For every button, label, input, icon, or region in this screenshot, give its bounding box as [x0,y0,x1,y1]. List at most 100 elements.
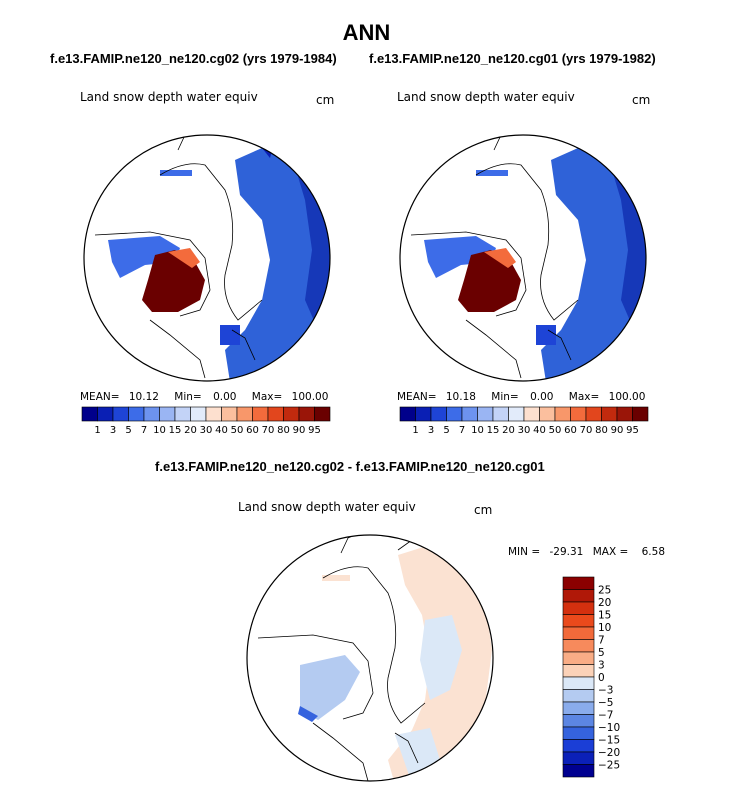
colorbar-tick-label: 80 [595,425,608,436]
map-panel-cg02: Land snow depth water equiv cm MEAN= 10.… [80,90,334,436]
colorbar-box [174,406,191,422]
colorbar-tick-label: 15 [487,425,500,436]
colorbar: 1 3 5 7 10 15 20 30 40 50 60 70 80 90 95 [81,406,331,436]
colorbar-box [112,406,129,422]
colorbar-tick-label: 15 [169,425,182,436]
colorbar-box [562,651,595,665]
colorbar-tick-label: 60 [564,425,577,436]
colorbar-box [159,406,176,422]
colorbar-box [221,406,238,422]
colorbar-tick-label: −5 [598,697,613,709]
colorbar-tick-label: 10 [471,425,484,436]
coastlines [410,135,579,379]
colorbar-box [562,664,595,678]
colorbar-tick-label: 90 [611,425,624,436]
colorbar-tick-label: 5 [125,425,131,436]
colorbar-tick-label: 80 [277,425,290,436]
max-label: Max= [252,391,283,403]
colorbar-box [314,406,331,422]
svg-text:MIN = -29.31 MAX =: MIN = -29.31 MAX = 6.58 [508,546,665,558]
colorbar-tick-label: 1 [412,425,418,436]
colorbar-tick-label: 30 [518,425,531,436]
snow-depth-difference-field [247,535,493,781]
mean-label: MEAN= [397,391,437,403]
svg-text:MEAN= 10.18 Min=: MEAN= 10.18 Min= 0.00 Max= 100.00 [397,391,645,403]
colorbar-tick-label: 60 [246,425,259,436]
mean-label: MEAN= [80,391,120,403]
colorbar-box [477,406,494,422]
colorbar-box [283,406,300,422]
colorbar-tick-label: −25 [598,760,620,772]
min-label: Min= [174,391,201,403]
colorbar-box [562,739,595,753]
coastlines [94,135,263,379]
mean-value: 10.12 [129,391,159,403]
colorbar-tick-label: 1 [94,425,100,436]
colorbar-box [554,406,571,422]
min-value: 0.00 [530,391,553,403]
map-units: cm [474,503,492,517]
colorbar-tick-label: 40 [533,425,546,436]
colorbar-tick-label: 10 [598,622,611,634]
min-label: Min= [491,391,518,403]
map-title: Land snow depth water equiv [238,500,416,514]
colorbar-box [399,406,416,422]
colorbar-tick-label: 3 [110,425,116,436]
map-title: Land snow depth water equiv [397,90,575,104]
coastlines [257,535,426,781]
colorbar-box [562,689,595,703]
case-title-right: f.e13.FAMIP.ne120_ne120.cg01 (yrs 1979-1… [369,51,656,66]
max-label: Max= [569,391,600,403]
map-panel-cg01: Land snow depth water equiv cm MEAN= 10.… [397,90,650,436]
colorbar-tick-label: 70 [580,425,593,436]
colorbar-box [97,406,114,422]
colorbar-box [562,676,595,690]
colorbar-box [236,406,253,422]
colorbar-tick-label: 70 [262,425,275,436]
colorbar-tick-label: −3 [598,685,613,697]
diff-title: f.e13.FAMIP.ne120_ne120.cg02 - f.e13.FAM… [155,459,545,474]
colorbar-box [562,764,595,778]
colorbar-tick-label: 40 [215,425,228,436]
max-value: 6.58 [642,546,665,558]
map-panel-difference: Land snow depth water equiv cm MIN = -29… [238,500,665,782]
colorbar-tick-label: −7 [598,710,613,722]
colorbar: 1 3 5 7 10 15 20 30 40 50 60 70 80 90 95 [399,406,649,436]
colorbar-box [143,406,160,422]
colorbar-tick-label: 50 [231,425,244,436]
colorbar-box [632,406,649,422]
colorbar-box [430,406,447,422]
colorbar-tick-label: 3 [598,660,605,672]
colorbar-box [562,601,595,615]
colorbar-box [252,406,269,422]
colorbar-box [461,406,478,422]
colorbar-box [570,406,587,422]
min-value: -29.31 [550,546,584,558]
colorbar-box [128,406,145,422]
colorbar-box [616,406,633,422]
colorbar-tick-label: 7 [141,425,147,436]
colorbar-tick-label: 20 [184,425,197,436]
max-value: 100.00 [292,391,329,403]
colorbar-box [446,406,463,422]
colorbar-tick-label: −10 [598,722,620,734]
colorbar-tick-label: 25 [598,585,611,597]
colorbar-tick-label: 3 [428,425,434,436]
colorbar-tick-label: 10 [153,425,166,436]
colorbar-box [562,714,595,728]
colorbar-tick-label: 5 [598,647,605,659]
case-title-left: f.e13.FAMIP.ne120_ne120.cg02 (yrs 1979-1… [50,51,337,66]
colorbar-box [267,406,284,422]
colorbar-box [523,406,540,422]
colorbar-tick-label: 7 [459,425,465,436]
colorbar-box [562,701,595,715]
map-units: cm [632,93,650,107]
colorbar-tick-label: 0 [598,672,605,684]
colorbar-box [539,406,556,422]
colorbar-tick-label: 95 [626,425,639,436]
colorbar-box [562,726,595,740]
colorbar-box [508,406,525,422]
colorbar-box [562,589,595,603]
